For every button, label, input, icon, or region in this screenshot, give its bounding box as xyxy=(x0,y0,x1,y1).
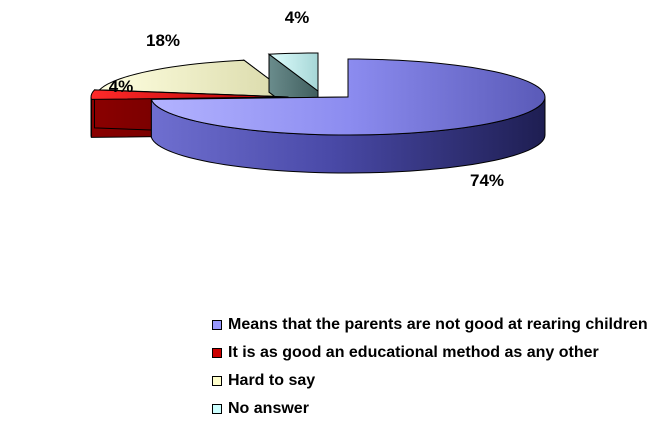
data-label-no-answer: 4% xyxy=(285,8,310,27)
legend-swatch xyxy=(212,375,222,386)
legend-item-hard-to-say: Hard to say xyxy=(212,368,648,393)
legend-label: Means that the parents are not good at r… xyxy=(228,315,648,333)
data-label-hard-to-say: 18% xyxy=(146,31,180,50)
legend-swatch xyxy=(212,403,222,414)
data-label-parents-not-good: 74% xyxy=(470,171,504,190)
legend-label: Hard to say xyxy=(228,371,316,389)
legend-swatch xyxy=(212,347,222,358)
legend-swatch xyxy=(212,319,222,330)
data-label-good-method: 4% xyxy=(109,77,134,96)
legend-label: No answer xyxy=(228,399,309,417)
legend-item-parents-not-good: Means that the parents are not good at r… xyxy=(212,312,648,337)
legend-item-good-method: It is as good an educational method as a… xyxy=(212,340,648,365)
legend-label: It is as good an educational method as a… xyxy=(228,343,599,361)
slice-parents-not-good xyxy=(150,58,546,174)
legend: Means that the parents are not good at r… xyxy=(212,312,648,424)
legend-item-no-answer: No answer xyxy=(212,396,648,421)
